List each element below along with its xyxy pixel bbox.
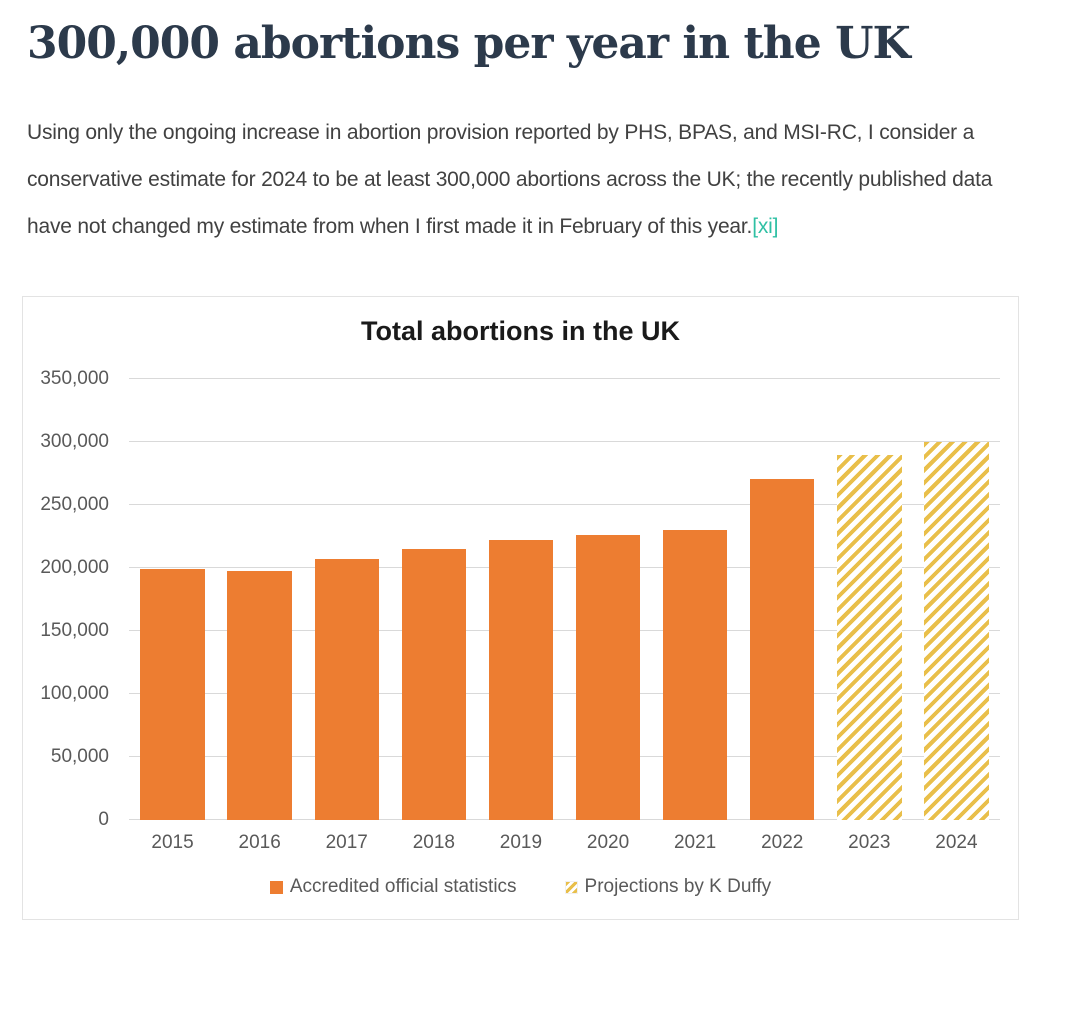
article-page: 300,000 abortions per year in the UK Usi… [0,16,1080,1020]
intro-text: Using only the ongoing increase in abort… [27,121,993,238]
intro-paragraph: Using only the ongoing increase in abort… [27,109,1032,250]
bar-slot-2017 [303,379,390,820]
gridline-350000 [129,378,1000,379]
y-tick-label-250000: 250,000 [40,494,109,515]
bar-slot-2021 [652,379,739,820]
plot-area [129,378,1000,820]
legend-item-projection: Projections by K Duffy [564,876,772,898]
gridline-250000 [129,504,1000,505]
x-tick-label-2023: 2023 [848,832,891,853]
x-tick-label-2016: 2016 [238,832,281,853]
y-tick-label-300000: 300,000 [40,431,109,452]
bar-2020 [575,535,641,820]
x-tick-label-2024: 2024 [935,832,978,853]
page-title: 300,000 abortions per year in the UK [27,18,911,69]
chart-title: Total abortions in the UK [361,316,680,346]
y-tick-label-150000: 150,000 [40,620,109,641]
bar-row [129,379,1000,820]
x-axis: 2015 2016 2017 2018 2019 2020 2021 2022 2023 2024 [129,832,1000,854]
legend-label-projection: Projections by K Duffy [584,876,772,897]
gridline-150000 [129,630,1000,631]
citation-link[interactable]: [xi] [752,215,779,238]
bar-2019 [488,540,554,820]
bar-slot-2022 [739,379,826,820]
x-tick-label-2017: 2017 [325,832,368,853]
chart-body: 0 50,000 100,000 150,000 200,000 250,000 300,0… [23,368,1018,830]
bar-2015 [140,569,205,820]
y-tick-label-100000: 100,000 [40,683,109,704]
y-tick-label-0: 0 [98,809,109,830]
chart-card: Total abortions in the UK 0 50,000 100,000… [22,296,1019,920]
gridline-50000 [129,756,1000,757]
y-tick-label-50000: 50,000 [50,746,109,767]
x-tick-label-2018: 2018 [412,832,455,853]
bar-2017 [314,559,379,820]
gridline-100000 [129,693,1000,694]
bar-2021 [662,530,728,820]
gridline-300000 [129,441,1000,442]
bar-slot-2024 [913,379,1000,820]
bar-slot-2020 [564,379,651,820]
bar-slot-2016 [216,379,303,820]
chart-legend: Accredited official statistics Projectio… [23,876,1018,898]
legend-swatch-official-icon [269,880,283,894]
legend-item-official: Accredited official statistics [269,876,517,898]
y-axis: 0 50,000 100,000 150,000 200,000 250,000 300,0… [23,368,129,830]
bar-2018 [401,549,467,820]
bar-slot-2019 [477,379,564,820]
bar-2022 [749,478,815,820]
x-tick-label-2019: 2019 [499,832,543,853]
x-tick-label-2015: 2015 [151,832,194,853]
x-tick-label-2020: 2020 [586,832,630,853]
bar-slot-2023 [826,379,913,820]
bar-2023 [837,454,902,820]
gridline-0 [129,819,1000,820]
gridline-200000 [129,567,1000,568]
y-tick-label-200000: 200,000 [40,557,109,578]
legend-label-official: Accredited official statistics [289,876,517,897]
x-tick-label-2022: 2022 [761,832,804,853]
x-tick-label-2021: 2021 [673,832,717,853]
bar-slot-2015 [129,379,216,820]
bar-2016 [227,570,292,820]
bar-2024 [924,442,989,820]
y-tick-label-350000: 350,000 [40,368,109,389]
bar-slot-2018 [390,379,477,820]
legend-swatch-projection-icon [564,880,578,894]
